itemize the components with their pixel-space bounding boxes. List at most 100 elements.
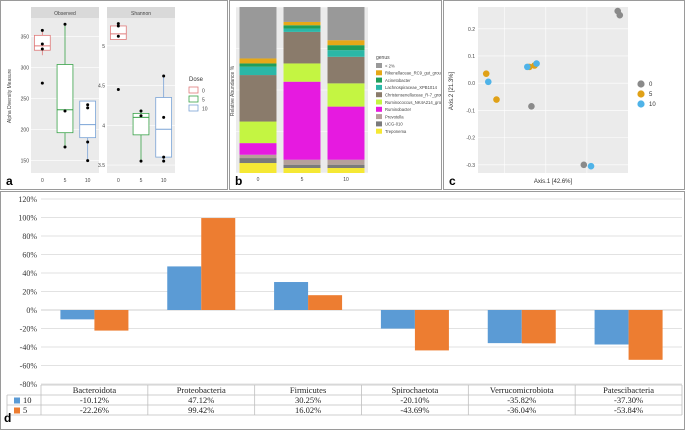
facet-strip — [107, 7, 175, 18]
legend-label: Lachnospiraceae_XPB1014 — [385, 85, 438, 90]
data-point — [616, 11, 624, 19]
stack-segment — [283, 81, 321, 160]
panel-label: d — [4, 411, 11, 425]
panel-c-pcoa: 0.2 0.1 0.0 -0.1 -0.2 -0.3 Axis.1 [42.6%] Axis.… — [443, 0, 685, 190]
stack-segment — [239, 163, 277, 173]
x-axis-label: Axis.1 [42.6%] — [534, 179, 573, 185]
table-value: 30.25% — [295, 395, 321, 405]
legend-label: 10 — [202, 107, 208, 113]
table-category: Verrucomicrobiota — [490, 385, 554, 395]
stack-segment — [239, 143, 277, 155]
y-tick-label: 5 — [102, 44, 105, 50]
data-point — [139, 159, 143, 163]
table-value: -43.69% — [400, 405, 429, 415]
data-point — [587, 162, 595, 170]
stack-segment — [283, 21, 321, 26]
bar — [60, 310, 95, 320]
stack-segment — [327, 168, 365, 173]
legend-label: Ruminobacter — [385, 107, 412, 112]
stack-segment — [239, 7, 277, 59]
x-tick-label: 5 — [64, 178, 67, 184]
y-tick-label: -20% — [20, 325, 38, 334]
data-point — [116, 88, 120, 92]
panel-a-alpha-diversity: Alpha Diversity Measure Observed 150 200 250… — [0, 0, 228, 190]
plot-panel — [478, 7, 628, 173]
x-tick-label: 10 — [85, 178, 91, 184]
stack-segment — [283, 31, 321, 64]
legend-key — [637, 90, 645, 98]
x-tick-label: 0 — [257, 177, 260, 183]
table-value: -35.82% — [507, 395, 536, 405]
data-point — [116, 34, 120, 38]
data-point — [162, 159, 166, 163]
legend-key — [376, 63, 382, 68]
legend-label: Acinetobacter — [385, 78, 411, 83]
data-point — [116, 22, 120, 26]
data-point — [86, 140, 90, 144]
panel-label: b — [235, 174, 242, 188]
legend-key — [376, 99, 382, 105]
data-point — [162, 74, 166, 78]
x-tick-label: 10 — [161, 178, 167, 184]
stack-segment — [239, 58, 277, 64]
y-axis-label: Alpha Diversity Measure — [7, 69, 13, 123]
table-category: Bacteroidota — [73, 385, 117, 395]
data-point — [139, 114, 143, 118]
y-tick-label: 200 — [21, 128, 30, 134]
legend-key — [376, 114, 382, 120]
y-axis-label: Axis.2 [21.3%] — [449, 71, 455, 110]
legend-key — [188, 86, 199, 94]
data-point — [40, 81, 44, 85]
data-point — [40, 42, 44, 46]
alpha-diversity-chart: Alpha Diversity Measure Observed 150 200 250… — [6, 7, 208, 188]
panel-label: c — [449, 174, 456, 188]
table-value: -22.26% — [80, 405, 109, 415]
bar — [167, 266, 202, 310]
facet-title: Observed — [54, 11, 76, 17]
y-tick-label: 0% — [26, 306, 37, 315]
stack-segment — [327, 40, 365, 46]
data-point — [524, 63, 531, 71]
legend-label: 10 — [23, 395, 32, 405]
legend-label: 5 — [649, 92, 653, 98]
data-point — [533, 60, 540, 67]
table-value: -37.30% — [614, 395, 643, 405]
bar — [487, 310, 522, 344]
y-tick-label: 40% — [22, 269, 37, 278]
y-tick-label: 0.2 — [468, 27, 475, 33]
y-tick-label: 0.0 — [468, 81, 475, 87]
legend-label: Ruminococcus_NK4A214_group — [385, 100, 442, 105]
legend-label: Treponema — [385, 129, 407, 134]
legend-label: 0 — [649, 82, 653, 88]
pcoa-chart: 0.2 0.1 0.0 -0.1 -0.2 -0.3 Axis.1 [42.6%] Axis.… — [449, 7, 656, 188]
legend-key — [376, 92, 382, 98]
y-tick-label: 100% — [18, 214, 37, 223]
data-point — [162, 155, 166, 159]
bar — [414, 310, 449, 351]
legend-label: 10 — [649, 102, 656, 108]
bar — [274, 282, 309, 310]
legend-label: Prevotella — [385, 114, 404, 119]
x-tick-label: 0 — [117, 178, 120, 184]
box — [56, 64, 74, 134]
x-tick-label: 10 — [343, 177, 349, 183]
table-value: -36.04% — [507, 405, 536, 415]
y-tick-label: 4 — [102, 123, 105, 129]
data-point — [40, 28, 44, 32]
y-tick-label: 4.5 — [98, 84, 105, 90]
table-value: 47.12% — [188, 395, 214, 405]
table-value: 16.02% — [295, 405, 321, 415]
y-tick-label: -80% — [20, 380, 38, 389]
relative-abundance-chart: Relative Abundance % 0 5 10 genus < 2% Rikenel… — [230, 6, 442, 188]
box — [132, 112, 150, 136]
bar — [308, 295, 343, 310]
legend-key — [14, 407, 20, 414]
y-tick-label: 0.1 — [468, 54, 475, 60]
y-tick-label: 250 — [21, 97, 30, 103]
table-value: -10.12% — [80, 395, 109, 405]
stack-segment — [327, 7, 365, 41]
legend-title: Dose — [189, 77, 204, 83]
bar — [201, 218, 236, 310]
bar — [94, 310, 129, 331]
bar — [628, 310, 663, 360]
